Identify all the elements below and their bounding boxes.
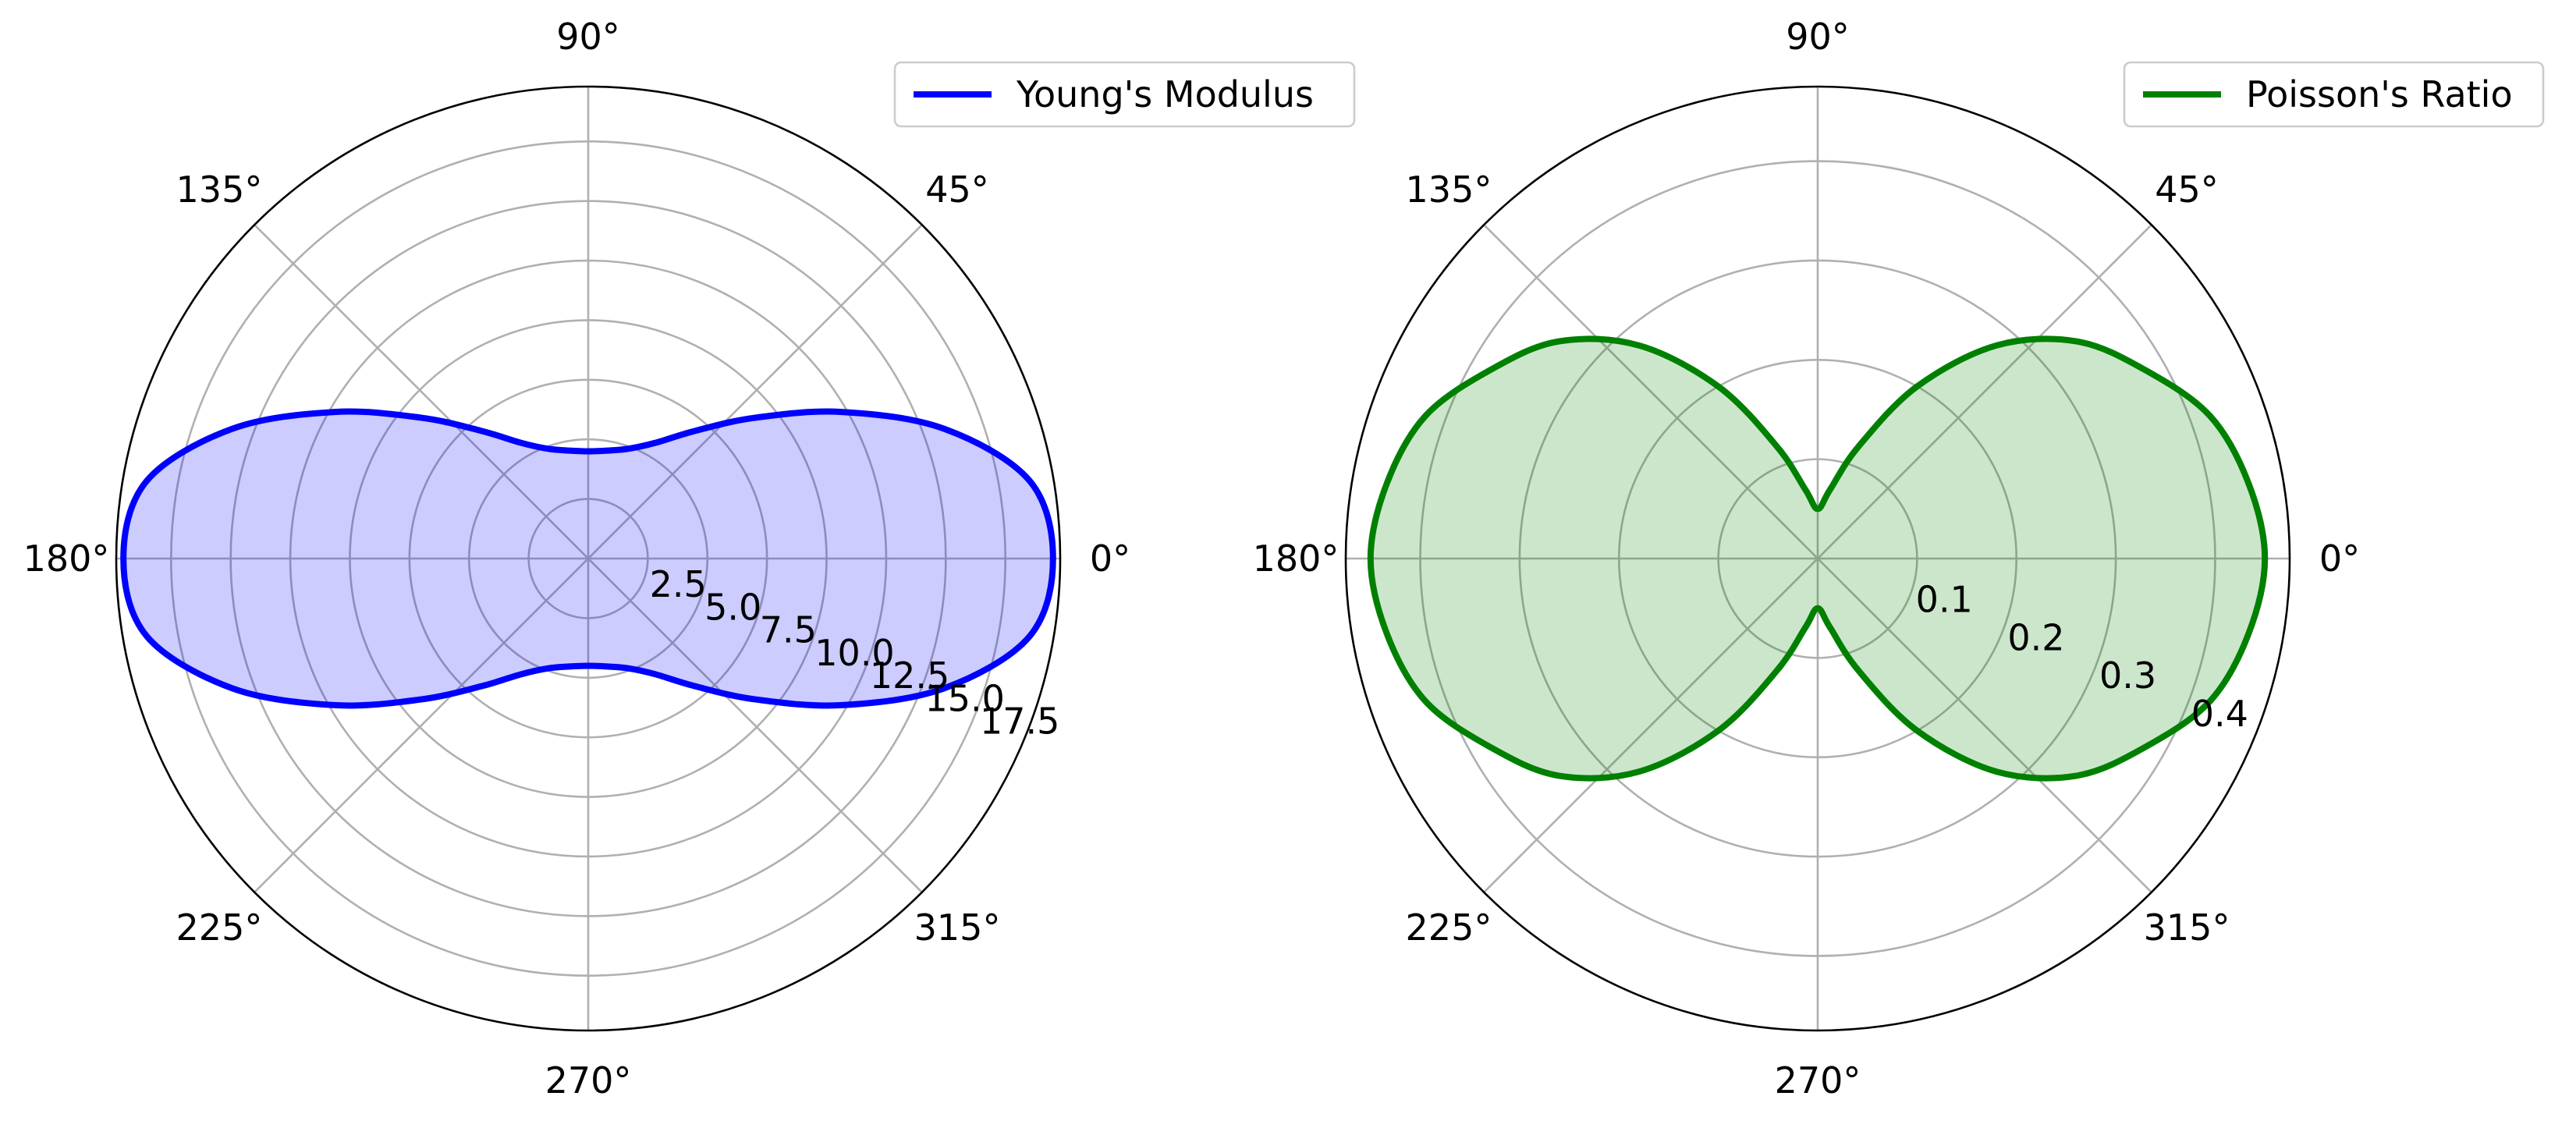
radial-tick-label-5: 15.0 bbox=[924, 677, 1004, 719]
radial-tick-label-6: 17.5 bbox=[980, 701, 1059, 743]
angle-tick-label-270: 270° bbox=[1775, 1059, 1861, 1101]
polar-chart-poissons-ratio: 0° 45° 90° 135° 180° 225° 270° 315° 0.1 0.2 0.3 0.4… bbox=[1253, 16, 2545, 1101]
legend-frame bbox=[893, 61, 1356, 128]
angular-gridline-315 bbox=[587, 558, 923, 893]
angle-tick-label-315: 315° bbox=[914, 906, 1001, 949]
angle-tick-label-270: 270° bbox=[545, 1059, 632, 1101]
radial-tick-label-4: 12.5 bbox=[870, 655, 949, 697]
polar-frame bbox=[115, 85, 1062, 1032]
radial-tick-label-3: 10.0 bbox=[814, 632, 894, 674]
angle-tick-label-90: 90° bbox=[556, 16, 620, 58]
radial-tick-label-0: 0.1 bbox=[1916, 579, 1973, 621]
angular-gridline-135 bbox=[1483, 224, 1818, 559]
series-fill-young-s-modulus bbox=[123, 411, 1053, 706]
legend-label-young-s-modulus: Young's Modulus bbox=[1016, 73, 1314, 115]
angular-gridline-45 bbox=[587, 224, 923, 559]
legend-frame bbox=[2123, 61, 2545, 128]
angle-tick-label-45: 45° bbox=[925, 169, 989, 211]
series-line-poisson-s-ratio bbox=[1367, 335, 2269, 782]
angular-gridline-225 bbox=[1483, 558, 1818, 893]
angle-tick-label-135: 135° bbox=[176, 169, 263, 211]
angle-tick-label-225: 225° bbox=[1406, 906, 1492, 949]
angular-gridline-225 bbox=[254, 558, 589, 893]
angular-gridline-45 bbox=[1817, 224, 2152, 559]
angular-gridline-315 bbox=[1817, 558, 2152, 893]
angle-tick-label-180: 180° bbox=[23, 537, 110, 580]
legend: Poisson's Ratio bbox=[2123, 61, 2545, 128]
angle-tick-label-0: 0° bbox=[1090, 537, 1130, 580]
radial-tick-label-2: 0.3 bbox=[2099, 655, 2156, 697]
polar-chart-youngs-modulus: 0° 45° 90° 135° 180° 225° 270° 315° 2.55.07.510.… bbox=[23, 16, 1356, 1101]
radial-tick-label-2: 7.5 bbox=[760, 609, 817, 651]
angle-tick-label-0: 0° bbox=[2319, 537, 2360, 580]
radial-tick-label-1: 0.2 bbox=[2007, 616, 2064, 658]
radial-tick-label-0: 2.5 bbox=[650, 563, 707, 605]
polar-frame bbox=[1344, 85, 2291, 1032]
angle-tick-label-135: 135° bbox=[1406, 169, 1492, 211]
series-fill-poisson-s-ratio bbox=[1370, 339, 2266, 779]
radial-tick-label-1: 5.0 bbox=[704, 586, 761, 628]
legend: Young's Modulus bbox=[893, 61, 1356, 128]
angle-tick-label-45: 45° bbox=[2155, 169, 2219, 211]
legend-label-poisson-s-ratio: Poisson's Ratio bbox=[2246, 73, 2513, 115]
angular-gridline-135 bbox=[254, 224, 589, 559]
radial-tick-label-3: 0.4 bbox=[2191, 693, 2248, 735]
angle-tick-label-180: 180° bbox=[1253, 537, 1339, 580]
angle-tick-label-315: 315° bbox=[2144, 906, 2230, 949]
angle-tick-label-90: 90° bbox=[1786, 16, 1850, 58]
series-line-young-s-modulus bbox=[120, 408, 1056, 709]
angle-tick-label-225: 225° bbox=[176, 906, 263, 949]
